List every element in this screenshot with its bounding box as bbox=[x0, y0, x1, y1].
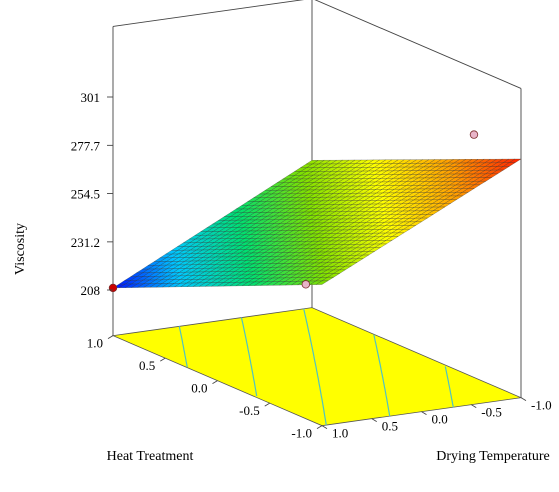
heat-treatment-tick-mark bbox=[264, 402, 270, 407]
heat-treatment-tick-mark bbox=[107, 335, 114, 340]
floor-contours bbox=[178, 308, 454, 426]
contour-line bbox=[373, 334, 391, 417]
floor-plane-fill bbox=[111, 307, 523, 427]
contour-line bbox=[444, 366, 454, 408]
drying-temperature-tick-mark bbox=[321, 425, 328, 430]
z-tick-label: 208 bbox=[81, 283, 101, 298]
heat-treatment-tick-mark bbox=[212, 380, 218, 385]
contour-line bbox=[303, 308, 327, 426]
drying-temperature-tick-label: 0.0 bbox=[432, 412, 448, 427]
x-axis-label: Drying Temperature bbox=[436, 449, 549, 464]
heat-treatment-tick-mark bbox=[316, 425, 323, 430]
design-point bbox=[469, 130, 479, 139]
design-point bbox=[301, 280, 311, 289]
drying-temperature-tick-label: 1.0 bbox=[332, 426, 348, 441]
heat-treatment-tick-label: -1.0 bbox=[291, 426, 312, 441]
z-tick-label: 301 bbox=[81, 90, 101, 105]
heat-treatment-tick-mark bbox=[160, 357, 166, 362]
drying-temperature-tick-mark bbox=[471, 404, 477, 409]
design-points bbox=[108, 130, 479, 293]
z-tick-label: 254.5 bbox=[71, 187, 100, 202]
drying-temperature-tick-mark bbox=[371, 418, 377, 423]
heat-treatment-tick-label: 0.5 bbox=[139, 358, 155, 373]
heat-treatment-tick-label: -0.5 bbox=[239, 403, 260, 418]
design-point bbox=[108, 283, 118, 293]
floor-plane bbox=[111, 307, 523, 427]
tick-labels: 208 231.2 254.5 277.7 301 -1.0 -0.5 0.0 0.5 1.0 -1… bbox=[71, 90, 552, 441]
axis-box-edge bbox=[314, 0, 522, 89]
drying-temperature-tick-mark bbox=[520, 397, 527, 402]
drying-temperature-tick-label: -0.5 bbox=[481, 405, 502, 420]
drying-temperature-tick-mark bbox=[421, 411, 427, 416]
y-axis-label: Heat Treatment bbox=[107, 449, 194, 464]
contour-line bbox=[240, 317, 258, 397]
drying-temperature-tick-label: 0.5 bbox=[382, 419, 398, 434]
z-tick-label: 231.2 bbox=[71, 235, 100, 250]
axis-box-edge bbox=[112, 0, 305, 27]
z-tick-label: 277.7 bbox=[71, 138, 101, 153]
drying-temperature-tick-label: -1.0 bbox=[531, 398, 552, 413]
heat-treatment-tick-label: 0.0 bbox=[191, 381, 207, 396]
z-axis-label: Viscosity bbox=[13, 223, 28, 275]
heat-treatment-tick-label: 1.0 bbox=[87, 336, 103, 351]
response-surface bbox=[112, 158, 522, 289]
contour-line bbox=[178, 326, 188, 368]
